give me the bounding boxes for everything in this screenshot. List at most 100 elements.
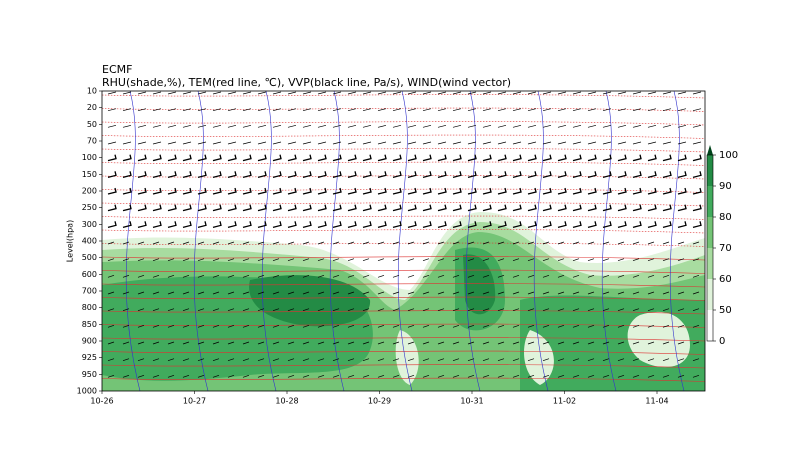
wind-barb xyxy=(362,91,372,95)
wind-barb xyxy=(467,221,477,228)
wind-barb xyxy=(167,171,177,178)
y-tick-label: 20 xyxy=(87,103,97,112)
wind-barb xyxy=(333,392,339,394)
wind-barb xyxy=(332,204,342,212)
wind-barb xyxy=(632,171,642,178)
wind-barb xyxy=(197,291,205,295)
wind-barb xyxy=(107,341,115,345)
wind-barb xyxy=(542,325,550,328)
wind-barb xyxy=(407,204,417,212)
wind-barb xyxy=(647,275,655,278)
wind-barb xyxy=(617,171,627,178)
wind-barb xyxy=(317,124,327,128)
wind-barb xyxy=(602,375,610,378)
wind-barb xyxy=(287,275,295,278)
wind-barb xyxy=(452,108,462,112)
wind-barb xyxy=(362,171,372,178)
wind-barb xyxy=(647,358,655,361)
wind-barb xyxy=(212,108,222,112)
wind-barb xyxy=(692,275,700,278)
wind-barb xyxy=(377,275,385,278)
wind-barb xyxy=(332,341,340,345)
wind-barb xyxy=(227,241,235,245)
wind-barb xyxy=(227,124,237,128)
wind-barb xyxy=(317,258,325,261)
wind-barb xyxy=(632,375,640,378)
wind-barb xyxy=(152,258,160,261)
wind-barb xyxy=(633,392,639,394)
wind-barb xyxy=(497,141,507,145)
wind-barb xyxy=(542,341,550,345)
wind-barb xyxy=(243,392,249,394)
wind-barb xyxy=(183,392,189,394)
wind-barb xyxy=(543,392,549,394)
wind-barb xyxy=(302,275,310,278)
wind-barb xyxy=(558,392,564,394)
wind-barb xyxy=(197,258,205,261)
wind-barb xyxy=(542,275,550,278)
wind-barb xyxy=(137,291,145,295)
wind-barb xyxy=(438,392,444,394)
wind-barb xyxy=(692,291,700,295)
wind-barb xyxy=(452,325,460,328)
wind-barb xyxy=(182,291,190,295)
wind-barb xyxy=(167,241,175,245)
wind-barb xyxy=(362,241,370,245)
wind-barb xyxy=(302,141,312,145)
wind-barb xyxy=(272,108,282,112)
wind-barb xyxy=(467,258,475,261)
wind-barb xyxy=(182,375,190,378)
wind-barb xyxy=(617,341,625,345)
wind-barb xyxy=(482,124,492,128)
wind-barb xyxy=(677,141,687,145)
wind-barb xyxy=(182,204,192,212)
wind-barb xyxy=(137,308,145,311)
wind-barb xyxy=(392,221,402,228)
wind-barb xyxy=(197,154,207,162)
wind-barb xyxy=(107,124,117,128)
wind-barb xyxy=(587,358,595,361)
wind-barb xyxy=(122,221,132,228)
temperature-line xyxy=(102,134,705,139)
wind-barb xyxy=(467,375,475,378)
wind-barb xyxy=(497,275,505,278)
y-tick-label: 925 xyxy=(82,353,97,362)
wind-barb xyxy=(617,108,627,112)
wind-barb xyxy=(107,291,115,295)
wind-barb xyxy=(272,291,280,295)
wind-barb xyxy=(572,154,582,162)
wind-barb xyxy=(317,325,325,328)
wind-barb xyxy=(587,187,597,195)
wind-barb xyxy=(482,375,490,378)
x-tick-label: 10-26 xyxy=(90,397,113,406)
wind-barb xyxy=(423,392,429,394)
wind-barb xyxy=(392,91,402,95)
wind-barb xyxy=(152,91,162,95)
wind-barb xyxy=(572,141,582,145)
wind-barb xyxy=(272,221,282,228)
wind-barb xyxy=(167,275,175,278)
vvp-line xyxy=(465,91,481,391)
wind-barb xyxy=(227,91,237,95)
wind-barb xyxy=(107,275,115,278)
wind-barb xyxy=(362,308,370,311)
wind-barb xyxy=(557,91,567,95)
wind-barb xyxy=(437,325,445,328)
wind-barb xyxy=(287,325,295,328)
wind-barb xyxy=(347,141,357,145)
wind-barb xyxy=(437,187,447,195)
wind-barb xyxy=(437,171,447,178)
wind-barb xyxy=(482,141,492,145)
wind-barb xyxy=(632,108,642,112)
temperature-line xyxy=(102,377,705,382)
wind-barb xyxy=(512,308,520,311)
wind-barb xyxy=(317,375,325,378)
temperature-line xyxy=(102,364,705,369)
wind-barb xyxy=(482,241,490,245)
wind-barb xyxy=(197,325,205,328)
wind-barb xyxy=(197,124,207,128)
wind-barb xyxy=(572,291,580,295)
wind-barb xyxy=(122,291,130,295)
wind-barb xyxy=(527,91,537,95)
wind-barb xyxy=(378,392,384,394)
